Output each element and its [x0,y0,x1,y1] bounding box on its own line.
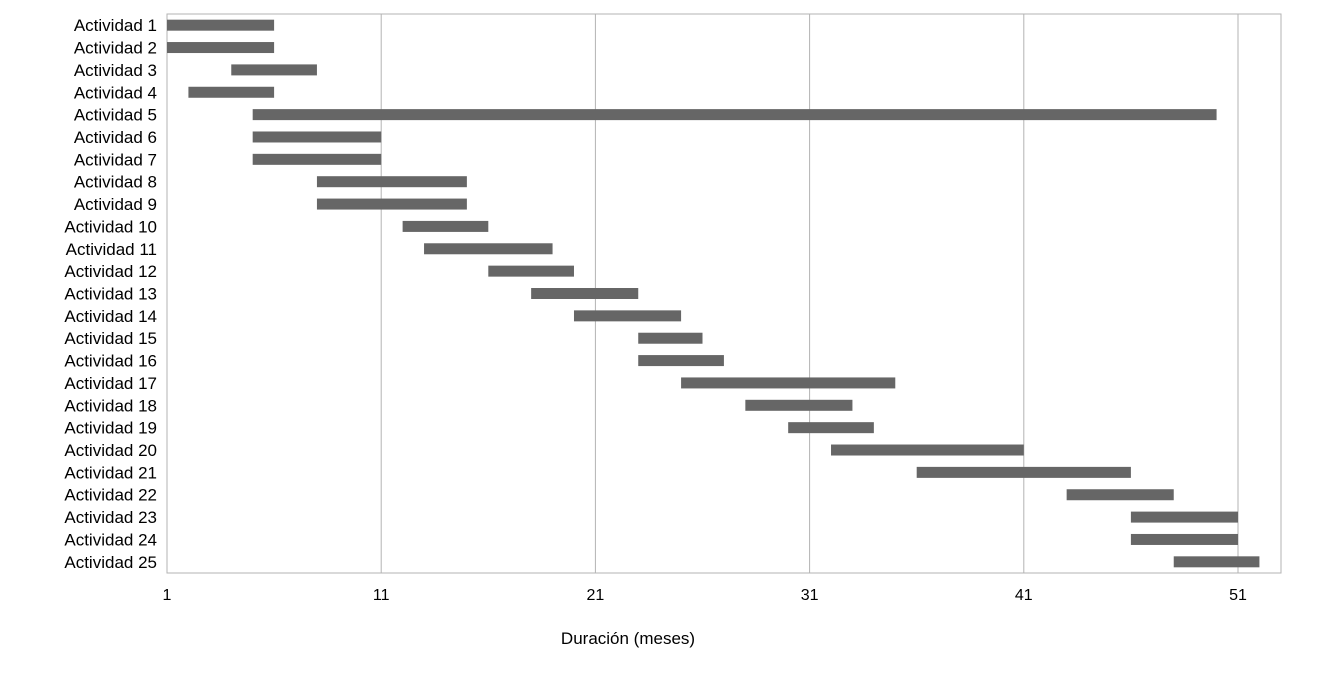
bar-22 [1066,489,1174,501]
category-label: Actividad 1 [74,16,157,35]
bar-8 [316,176,467,188]
bar-9 [316,198,467,210]
category-label: Actividad 20 [64,441,157,460]
bar-2 [167,42,275,54]
category-label: Actividad 15 [64,329,157,348]
x-tick-label: 11 [373,587,390,604]
bar-23 [1130,511,1238,523]
bar-7 [252,153,382,165]
x-tick-label: 31 [801,587,819,604]
x-axis-title: Duración (meses) [561,629,695,648]
category-label: Actividad 19 [64,419,157,438]
bar-1 [167,19,275,31]
category-label: Actividad 13 [64,285,157,304]
category-label: Actividad 18 [64,396,157,415]
plot-area [166,13,1282,574]
category-label: Actividad 12 [64,262,157,281]
category-label: Actividad 4 [74,83,157,102]
x-tick-label: 41 [1015,587,1033,604]
category-label: Actividad 21 [64,463,157,482]
x-tick-labels: 1 11 21 31 41 51 [163,587,1247,604]
category-label: Actividad 2 [74,39,157,58]
category-label: Actividad 8 [74,173,157,192]
bar-3 [231,64,317,76]
category-labels: Actividad 1 Actividad 2 Actividad 3 Activid… [64,16,157,572]
x-tick-label: 1 [163,587,172,604]
category-label: Actividad 5 [74,106,157,125]
category-label: Actividad 16 [64,352,157,371]
bar-19 [788,422,874,434]
bar-15 [638,332,703,344]
category-label: Actividad 24 [64,530,157,549]
bar-20 [831,444,1024,456]
category-label: Actividad 14 [64,307,157,326]
category-label: Actividad 25 [64,553,157,572]
category-label: Actividad 11 [66,240,157,259]
category-label: Actividad 7 [74,150,157,169]
bar-25 [1173,556,1260,568]
bar-11 [424,243,553,255]
bar-17 [681,377,896,389]
bar-6 [252,131,382,143]
bar-10 [402,220,489,232]
category-label: Actividad 6 [74,128,157,147]
x-tick-label: 51 [1229,587,1247,604]
category-label: Actividad 17 [64,374,157,393]
category-label: Actividad 9 [74,195,157,214]
category-label: Actividad 23 [64,508,157,527]
bar-12 [488,265,574,277]
bar-14 [573,310,682,322]
bar-16 [638,355,724,367]
bar-5 [252,109,1217,121]
bar-4 [188,86,275,98]
category-label: Actividad 3 [74,61,157,80]
bar-13 [531,288,639,299]
bar-18 [745,399,853,411]
bar-21 [916,466,1131,478]
bar-24 [1130,533,1238,545]
category-label: Actividad 10 [64,217,157,236]
x-tick-label: 21 [587,587,605,604]
bars [167,19,1260,568]
category-label: Actividad 22 [64,486,157,505]
gridlines [380,14,1239,573]
